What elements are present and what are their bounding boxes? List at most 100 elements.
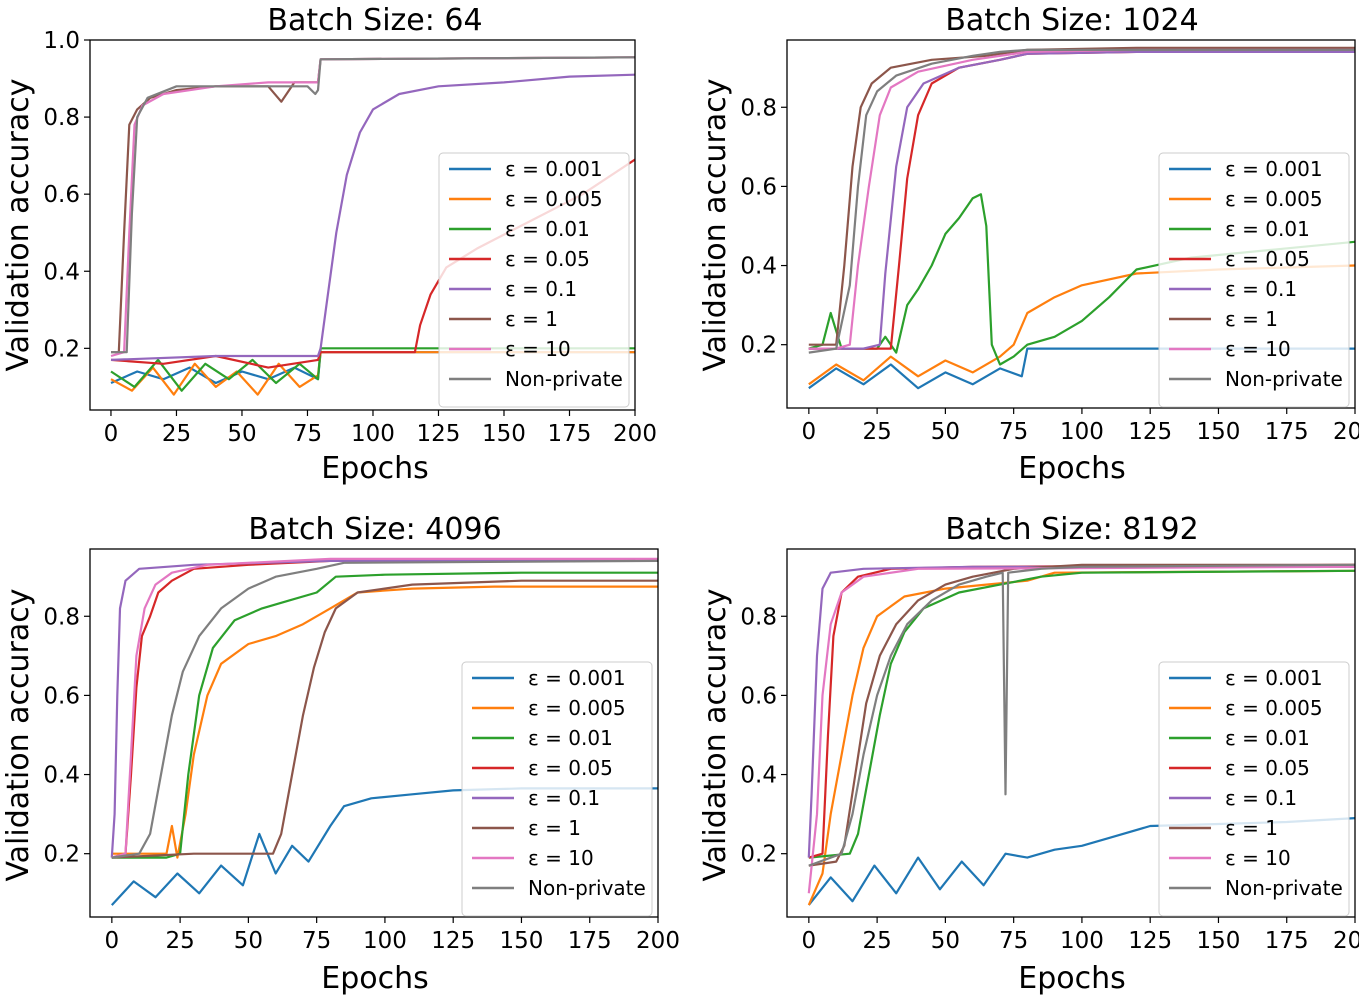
legend-label-0: ε = 0.001 <box>1225 157 1323 181</box>
y-tick-label: 0.4 <box>43 259 80 285</box>
x-tick-label: 175 <box>548 421 592 447</box>
x-tick-label: 125 <box>1128 928 1172 954</box>
legend-label-0: ε = 0.001 <box>505 157 603 181</box>
legend-label-2: ε = 0.01 <box>528 726 613 750</box>
legend-label-6: ε = 10 <box>1225 846 1291 870</box>
x-tick-label: 175 <box>1265 928 1309 954</box>
legend-label-0: ε = 0.001 <box>1225 666 1323 690</box>
series-line-6 <box>111 557 658 859</box>
series-line-1 <box>808 264 1355 386</box>
legend-label-6: ε = 10 <box>505 337 571 361</box>
x-tick-label: 25 <box>165 928 194 954</box>
series-line-7 <box>111 559 658 859</box>
x-tick-label: 75 <box>302 928 331 954</box>
subplot-title: Batch Size: 64 <box>267 3 482 38</box>
x-tick-label: 200 <box>636 928 680 954</box>
series-line-4 <box>110 73 635 361</box>
y-tick-label: 0.4 <box>740 254 777 280</box>
legend-label-2: ε = 0.01 <box>1225 726 1310 750</box>
subplot-title: Batch Size: 4096 <box>248 512 501 547</box>
series-group <box>110 56 635 396</box>
y-tick-label: 0.6 <box>740 683 777 709</box>
legend-label-5: ε = 1 <box>1225 816 1278 840</box>
legend-label-3: ε = 0.05 <box>528 756 613 780</box>
y-tick-label: 0.6 <box>43 182 80 208</box>
y-tick-label: 0.8 <box>43 604 80 630</box>
legend-label-3: ε = 0.05 <box>505 247 590 271</box>
subplot-batch-1024: Batch Size: 1024 Epochs Validation accur… <box>698 3 1359 486</box>
y-axis-label: Validation accuracy <box>698 588 733 881</box>
x-tick-label: 25 <box>862 928 891 954</box>
series-line-2 <box>808 569 1355 859</box>
legend-label-4: ε = 0.1 <box>1225 786 1297 810</box>
x-tick-label: 175 <box>1265 419 1309 445</box>
legend-label-4: ε = 0.1 <box>1225 277 1297 301</box>
series-line-4 <box>807 565 1355 858</box>
x-tick-label: 125 <box>431 928 475 954</box>
x-tick-label: 100 <box>1060 419 1104 445</box>
x-tick-label: 125 <box>1128 419 1172 445</box>
series-group <box>110 557 658 906</box>
x-axis-label: Epochs <box>1018 961 1126 996</box>
x-tick-label: 200 <box>613 421 657 447</box>
axes-frame <box>89 39 636 411</box>
y-tick-label: 0.2 <box>43 842 80 868</box>
legend-label-6: ε = 10 <box>528 846 594 870</box>
legend: ε = 0.001 ε = 0.005 ε = 0.01 ε = 0.05 ε = 0.… <box>438 152 630 408</box>
x-tick-label: 25 <box>862 419 891 445</box>
x-tick-label: 100 <box>1060 928 1104 954</box>
series-line-5 <box>111 579 658 859</box>
subplot-batch-4096: Batch Size: 4096 Epochs Validation accur… <box>1 512 680 996</box>
series-line-7 <box>808 563 1355 867</box>
legend-label-1: ε = 0.005 <box>1225 187 1323 211</box>
x-tick-label: 150 <box>1197 419 1241 445</box>
x-tick-label: 50 <box>931 419 960 445</box>
legend-label-3: ε = 0.05 <box>1225 247 1310 271</box>
legend-label-5: ε = 1 <box>528 816 581 840</box>
x-tick-label: 150 <box>500 928 544 954</box>
legend-label-1: ε = 0.005 <box>505 187 603 211</box>
x-axis-label: Epochs <box>1018 451 1126 486</box>
y-tick-label: 0.8 <box>43 105 80 131</box>
series-line-6 <box>807 565 1355 894</box>
legend-label-7: Non-private <box>1225 367 1343 391</box>
axes-frame <box>786 39 1356 409</box>
x-tick-label: 150 <box>482 421 526 447</box>
x-tick-label: 200 <box>1333 419 1359 445</box>
x-tick-label: 175 <box>568 928 612 954</box>
y-axis-label: Validation accuracy <box>1 588 36 881</box>
x-tick-label: 75 <box>999 928 1028 954</box>
legend-label-5: ε = 1 <box>505 307 558 331</box>
y-tick-label: 0.8 <box>740 604 777 630</box>
y-tick-label: 0.4 <box>740 763 777 789</box>
legend: ε = 0.001 ε = 0.005 ε = 0.01 ε = 0.05 ε = 0.… <box>461 661 653 917</box>
y-tick-label: 0.6 <box>740 174 777 200</box>
legend-label-0: ε = 0.001 <box>528 666 626 690</box>
x-tick-label: 75 <box>293 421 322 447</box>
series-line-2 <box>808 193 1355 366</box>
x-tick-label: 200 <box>1333 928 1359 954</box>
x-tick-label: 0 <box>802 419 817 445</box>
legend: ε = 0.001 ε = 0.005 ε = 0.01 ε = 0.05 ε = 0.… <box>1158 152 1350 408</box>
series-line-7 <box>808 48 1355 354</box>
x-tick-label: 0 <box>802 928 817 954</box>
series-group <box>807 563 1355 906</box>
x-tick-label: 50 <box>234 928 263 954</box>
x-tick-label: 150 <box>1197 928 1241 954</box>
x-tick-label: 0 <box>105 928 120 954</box>
legend-box <box>438 152 630 408</box>
y-tick-label: 0.6 <box>43 683 80 709</box>
x-tick-label: 50 <box>931 928 960 954</box>
x-tick-label: 25 <box>162 421 191 447</box>
axes-frame <box>89 548 659 918</box>
legend-label-7: Non-private <box>528 876 646 900</box>
legend-label-2: ε = 0.01 <box>505 217 590 241</box>
legend: ε = 0.001 ε = 0.005 ε = 0.01 ε = 0.05 ε = 0.… <box>1158 661 1350 917</box>
series-line-1 <box>807 569 1355 906</box>
subplot-batch-8192: Batch Size: 8192 Epochs Validation accur… <box>698 512 1359 996</box>
x-axis-label: Epochs <box>321 961 429 996</box>
y-tick-label: 0.4 <box>43 763 80 789</box>
legend-label-6: ε = 10 <box>1225 337 1291 361</box>
series-line-1 <box>111 585 658 859</box>
